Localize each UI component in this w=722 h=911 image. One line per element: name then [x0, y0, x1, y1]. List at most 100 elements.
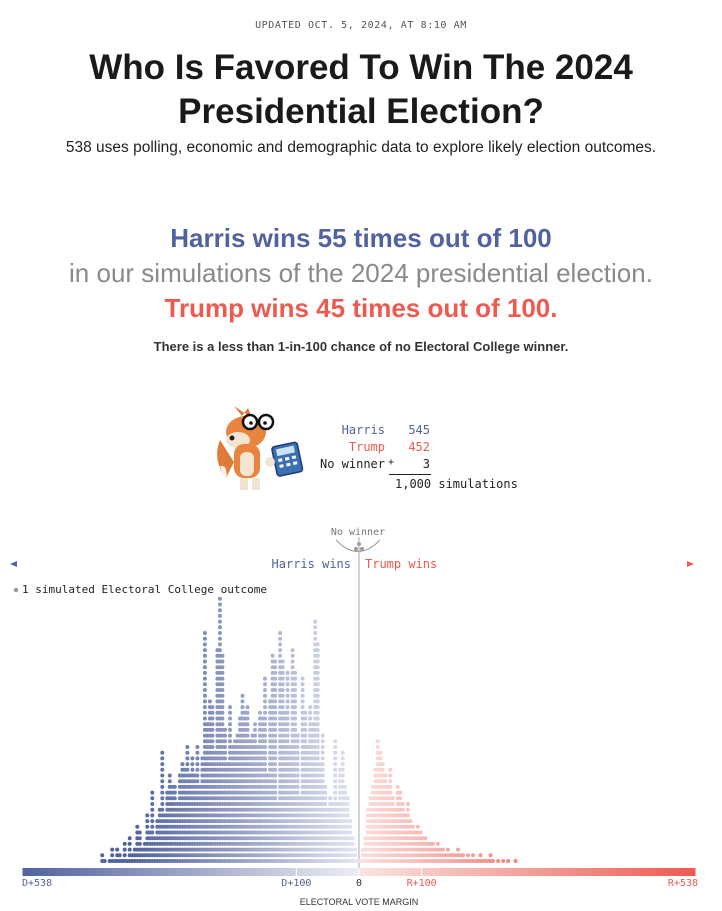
simulation-dot [280, 693, 285, 698]
simulation-dot [263, 750, 267, 755]
simulation-dot [340, 762, 345, 767]
simulation-dot [263, 710, 267, 715]
fox-mascot-icon [217, 406, 304, 490]
simulation-dot [333, 745, 338, 749]
simulation-dot [273, 665, 278, 670]
simulation-dot [400, 807, 405, 812]
x-tick-label: 0 [356, 878, 362, 889]
simulation-dot [293, 705, 298, 710]
simulation-dot [295, 739, 300, 744]
simulation-dot [320, 762, 325, 767]
simulation-dot [278, 631, 283, 635]
trump-win-summary: Trump wins 45 times out of 100. [164, 293, 558, 323]
simulation-dot [315, 693, 320, 698]
simulation-dot [253, 727, 257, 732]
simulation-dot [303, 727, 308, 732]
simulation-dot [195, 767, 200, 772]
simulation-dot [313, 631, 318, 635]
simulation-dot [333, 779, 338, 784]
simulation-dot [122, 853, 127, 858]
simulation-dot [150, 830, 155, 835]
simulation-dot [398, 796, 403, 801]
simulation-dot [395, 784, 400, 789]
simulation-dot [388, 784, 393, 789]
simulation-dot [202, 665, 207, 670]
simulation-dot [117, 853, 122, 858]
simulation-dot [315, 676, 320, 681]
simulation-dot [295, 779, 300, 784]
simulation-dot [398, 790, 403, 795]
simulation-dot [273, 762, 278, 767]
simulation-dot [273, 756, 278, 761]
simulation-dot [160, 756, 165, 761]
simulation-dot [135, 824, 140, 829]
simulation-dot [280, 670, 285, 675]
simulation-dot [207, 699, 212, 704]
simulation-dot [295, 790, 300, 795]
simulation-dot [217, 642, 222, 647]
simulation-dot [333, 739, 338, 744]
simulation-dot [478, 853, 483, 858]
harris-wins-label: Harris wins [272, 557, 351, 571]
simulation-dot [300, 688, 305, 692]
simulation-dot [263, 767, 267, 772]
x-tick-label: R+100 [407, 878, 437, 889]
simulation-dot [220, 705, 225, 710]
simulation-dot [280, 699, 285, 704]
simulation-dot [240, 699, 245, 704]
simulation-dot [127, 847, 132, 852]
legend-dot [13, 587, 19, 593]
simulation-dot [263, 716, 267, 721]
simulation-dot [293, 670, 298, 675]
simulation-dot [320, 745, 325, 749]
simulation-dot [328, 796, 333, 801]
right-arrowhead [687, 561, 694, 567]
simulation-dot [273, 676, 278, 681]
simulation-dot [293, 699, 298, 704]
simulation-dot [210, 727, 215, 732]
simulation-dot [160, 773, 165, 778]
simulation-dot [383, 779, 388, 784]
simulation-dot [400, 802, 405, 806]
simulation-dot [320, 767, 325, 772]
simulation-dot [273, 670, 278, 675]
simulation-dot [190, 767, 195, 772]
simulation-dot [202, 653, 207, 658]
simulation-dot [290, 659, 295, 664]
simulation-dot [388, 767, 393, 772]
simulation-dot [273, 722, 278, 727]
simulation-dot [320, 779, 325, 784]
simulation-dot [315, 670, 320, 675]
simulation-dot [195, 745, 200, 749]
simulation-dot [313, 625, 318, 630]
simulation-dot [210, 739, 215, 744]
no-winner-dot [360, 547, 364, 551]
simulation-dot [217, 636, 222, 641]
simulation-dot [160, 807, 165, 812]
simulation-dot [223, 756, 227, 761]
simulation-dot [202, 642, 207, 647]
simulation-dot [145, 819, 150, 824]
simulation-dot [285, 682, 290, 687]
simulation-dot [263, 705, 267, 710]
tally-no-winner-label: No winner [319, 457, 385, 471]
simulation-dot [388, 773, 393, 778]
simulation-dot [280, 705, 285, 710]
simulation-dot [115, 847, 120, 852]
simulation-dot [127, 836, 132, 841]
simulation-dot [217, 596, 222, 601]
simulation-dot [263, 727, 267, 732]
simulation-dot [273, 745, 278, 749]
simulation-dot [285, 710, 290, 715]
simulation-dot [273, 659, 278, 664]
simulation-dot [303, 733, 308, 738]
simulation-dot [210, 733, 215, 738]
simulation-dot [217, 602, 222, 607]
simulation-dot [315, 688, 320, 692]
simulation-dot [380, 767, 385, 772]
simulation-dot [320, 750, 325, 755]
simulation-dot [110, 853, 115, 858]
tally-total: 1,000 simulations [395, 477, 518, 491]
x-axis-ticks: D+538 D+100 0 R+100 R+538 [21, 868, 698, 889]
simulation-dot [506, 859, 511, 863]
